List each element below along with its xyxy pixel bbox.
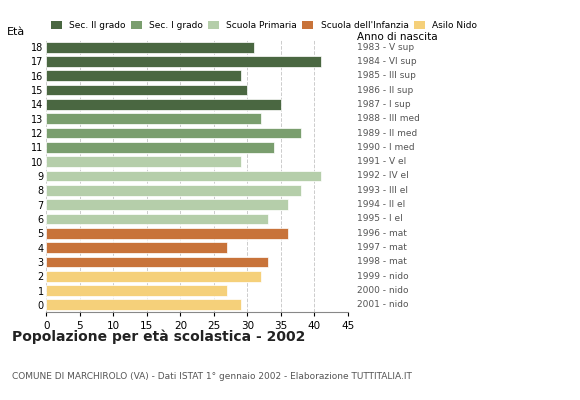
Text: 1994 - II el: 1994 - II el <box>357 200 405 209</box>
Text: 1993 - III el: 1993 - III el <box>357 186 408 195</box>
Text: 2000 - nido: 2000 - nido <box>357 286 408 295</box>
Bar <box>46 142 274 153</box>
Bar <box>46 128 301 138</box>
Text: 1998 - mat: 1998 - mat <box>357 257 407 266</box>
Bar <box>46 199 288 210</box>
Bar <box>46 242 227 253</box>
Bar <box>46 256 267 267</box>
Text: COMUNE DI MARCHIROLO (VA) - Dati ISTAT 1° gennaio 2002 - Elaborazione TUTTITALIA: COMUNE DI MARCHIROLO (VA) - Dati ISTAT 1… <box>12 372 411 381</box>
Bar <box>46 214 267 224</box>
Text: 1991 - V el: 1991 - V el <box>357 157 406 166</box>
Bar <box>46 70 241 81</box>
Text: 1999 - nido: 1999 - nido <box>357 272 408 281</box>
Text: 1996 - mat: 1996 - mat <box>357 229 407 238</box>
Text: Età: Età <box>7 27 26 37</box>
Bar <box>46 171 321 181</box>
Text: 1990 - I med: 1990 - I med <box>357 143 414 152</box>
Bar <box>46 42 254 52</box>
Text: 1997 - mat: 1997 - mat <box>357 243 407 252</box>
Text: 1995 - I el: 1995 - I el <box>357 214 403 224</box>
Bar <box>46 285 227 296</box>
Text: 1988 - III med: 1988 - III med <box>357 114 419 123</box>
Bar <box>46 85 248 96</box>
Text: 1984 - VI sup: 1984 - VI sup <box>357 57 416 66</box>
Text: 1986 - II sup: 1986 - II sup <box>357 86 413 95</box>
Bar <box>46 300 241 310</box>
Text: 1987 - I sup: 1987 - I sup <box>357 100 410 109</box>
Bar <box>46 113 261 124</box>
Legend: Sec. II grado, Sec. I grado, Scuola Primaria, Scuola dell'Infanzia, Asilo Nido: Sec. II grado, Sec. I grado, Scuola Prim… <box>51 21 477 30</box>
Bar <box>46 185 301 196</box>
Text: 1992 - IV el: 1992 - IV el <box>357 172 408 180</box>
Text: Anno di nascita: Anno di nascita <box>357 32 437 42</box>
Bar <box>46 56 321 67</box>
Bar <box>46 271 261 282</box>
Text: 1989 - II med: 1989 - II med <box>357 128 417 138</box>
Text: 2001 - nido: 2001 - nido <box>357 300 408 309</box>
Text: Popolazione per età scolastica - 2002: Popolazione per età scolastica - 2002 <box>12 330 305 344</box>
Bar <box>46 228 288 239</box>
Text: 1983 - V sup: 1983 - V sup <box>357 43 414 52</box>
Bar <box>46 156 241 167</box>
Text: 1985 - III sup: 1985 - III sup <box>357 71 416 80</box>
Bar <box>46 99 281 110</box>
